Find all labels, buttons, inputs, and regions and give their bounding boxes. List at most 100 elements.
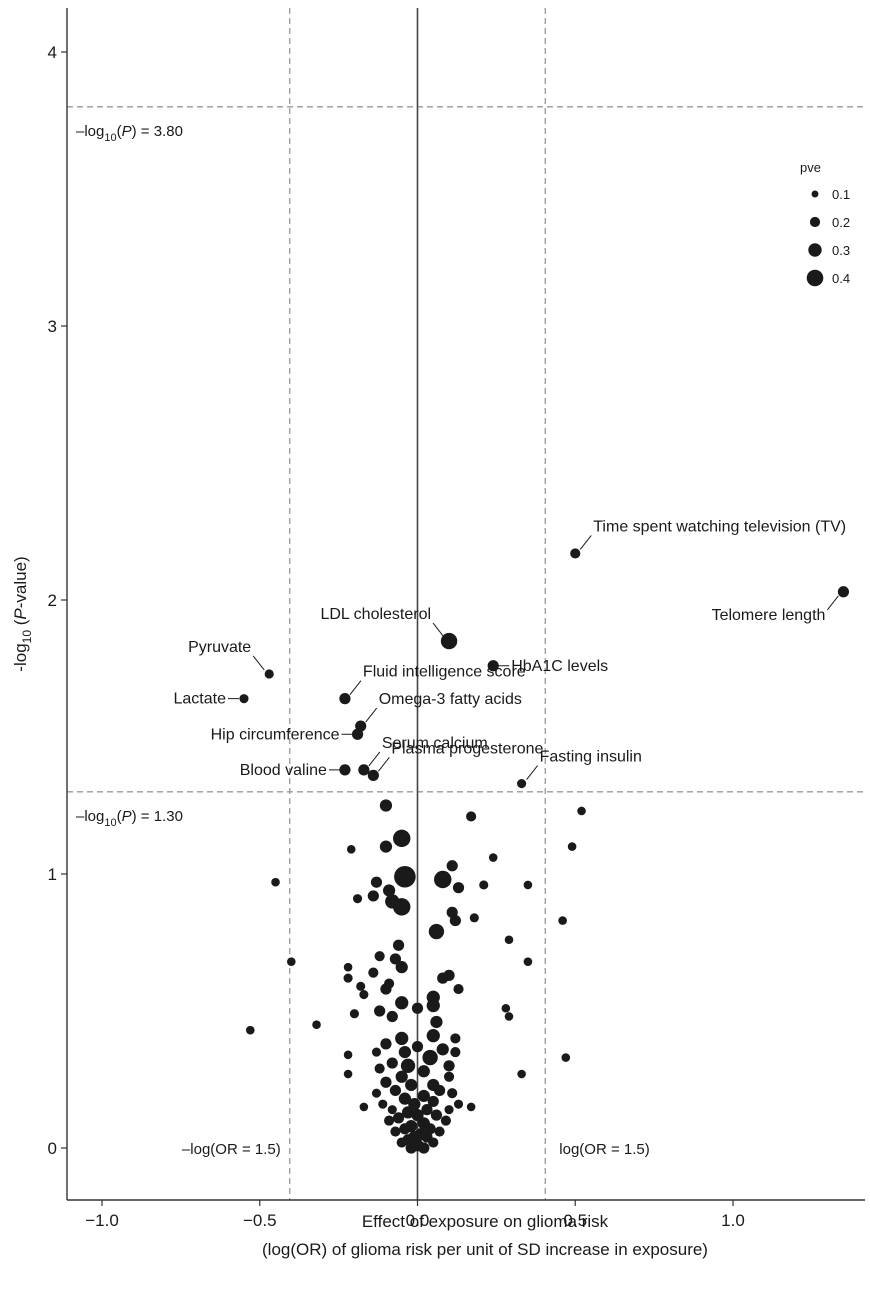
y-axis-title-italic: P — [11, 608, 30, 620]
data-point — [395, 961, 408, 974]
label-leader-3 — [252, 655, 265, 671]
point-labels: Time spent watching television (TV) Telom… — [173, 518, 846, 780]
y-tick-label-4: 4 — [48, 43, 57, 62]
legend-circle-0 — [811, 190, 819, 198]
data-point — [370, 876, 383, 888]
legend: pve 0.1 0.2 0.3 0.4 — [800, 160, 850, 287]
data-point — [400, 1058, 416, 1073]
data-point — [426, 998, 440, 1013]
data-point — [479, 880, 489, 890]
data-point — [469, 913, 479, 923]
hline-label-part-3: P — [122, 808, 132, 825]
hline-label-part-1: 10 — [104, 817, 116, 829]
data-point — [389, 953, 402, 965]
data-point — [386, 1010, 398, 1023]
data-point — [443, 1060, 455, 1072]
label-leader-1 — [827, 595, 839, 611]
hline-label-part-0: –log — [76, 808, 104, 825]
data-point — [371, 1047, 382, 1057]
hline-label-part-0: –log — [76, 123, 104, 140]
data-point — [577, 806, 586, 816]
data-point — [426, 1029, 440, 1043]
data-point — [382, 884, 396, 897]
data-point — [379, 799, 393, 812]
data-point — [428, 923, 445, 940]
labeled-point-10 — [339, 764, 351, 776]
point-label-7: Omega-3 fatty acids — [379, 691, 522, 708]
label-leader-4 — [349, 680, 362, 695]
data-point — [422, 1049, 438, 1066]
x-tick-label-3: 0.5 — [563, 1211, 587, 1230]
data-point — [245, 1025, 255, 1035]
data-point — [371, 1088, 382, 1098]
data-point — [393, 829, 411, 848]
y-axis-title-prefix: -log — [11, 643, 30, 671]
labeled-point-0 — [570, 548, 581, 559]
data-point — [405, 1142, 417, 1154]
data-point — [558, 916, 567, 925]
data-point — [374, 1005, 386, 1017]
reference-lines: –log10(P) = 3.80–log10(P) = 1.30–log(OR … — [67, 8, 865, 1200]
x-tick-label-1: −0.5 — [243, 1211, 277, 1230]
legend-circle-2 — [808, 243, 822, 257]
data-point — [389, 1084, 402, 1097]
y-axis-title-sub: 10 — [20, 630, 34, 644]
data-point — [436, 1043, 449, 1056]
data-point — [449, 914, 461, 927]
labeled-point-8 — [351, 728, 364, 740]
data-point — [368, 967, 379, 978]
data-point — [517, 1069, 526, 1079]
data-point — [430, 1109, 443, 1121]
label-leader-11 — [377, 757, 390, 772]
labeled-point-3 — [264, 669, 274, 679]
data-point — [374, 951, 385, 962]
labeled-point-2 — [440, 632, 458, 650]
data-point — [430, 1015, 443, 1029]
data-point — [488, 853, 498, 862]
x-tick-label-0: −1.0 — [85, 1211, 119, 1230]
hline-label-part-4: ) = 3.80 — [132, 123, 183, 140]
legend-label-3: 0.4 — [832, 271, 850, 286]
data-point — [380, 1076, 392, 1088]
data-point — [379, 840, 393, 853]
y-tick-label-1: 1 — [48, 865, 57, 884]
data-point — [405, 1078, 418, 1092]
y-axis-title-suffix: -value) — [11, 556, 30, 608]
x-tick-label-4: 1.0 — [721, 1211, 745, 1230]
data-point — [433, 1084, 446, 1097]
hline-label-part-4: ) = 1.30 — [132, 808, 183, 825]
labeled-point-6 — [239, 694, 249, 704]
data-point — [393, 898, 411, 916]
vline-label-0: –log(OR = 1.5) — [182, 1141, 281, 1158]
vline-label-1: log(OR = 1.5) — [559, 1141, 649, 1158]
data-point — [453, 984, 464, 995]
data-point — [450, 1047, 461, 1058]
data-point — [434, 870, 452, 889]
point-label-11: Plasma progesterone — [391, 740, 543, 757]
data-point — [427, 1095, 439, 1108]
labeled-point-4 — [339, 693, 351, 705]
data-point — [356, 981, 366, 991]
hline-label-part-2: ( — [117, 808, 122, 825]
labeled-point-9 — [358, 764, 370, 776]
point-label-4: Fluid intelligence score — [363, 664, 526, 681]
data-point — [367, 890, 379, 902]
label-leader-12 — [526, 765, 539, 780]
data-point — [349, 1009, 359, 1019]
data-point — [343, 1050, 353, 1060]
point-label-10: Blood valine — [240, 762, 327, 779]
data-point — [504, 935, 514, 945]
data-point — [418, 1142, 430, 1154]
x-axis-title: Effect of exposure on glioma risk — [362, 1212, 609, 1231]
data-point — [343, 973, 353, 983]
data-point — [504, 1012, 514, 1021]
data-point — [401, 1106, 415, 1119]
legend-title: pve — [800, 160, 821, 175]
y-tick-label-3: 3 — [48, 317, 57, 336]
point-label-5: HbA1C levels — [511, 658, 608, 675]
point-label-9: Serum calcium — [382, 735, 488, 752]
data-point — [447, 1088, 458, 1099]
data-point — [411, 1041, 424, 1053]
hline-label-part-1: 10 — [104, 132, 116, 144]
